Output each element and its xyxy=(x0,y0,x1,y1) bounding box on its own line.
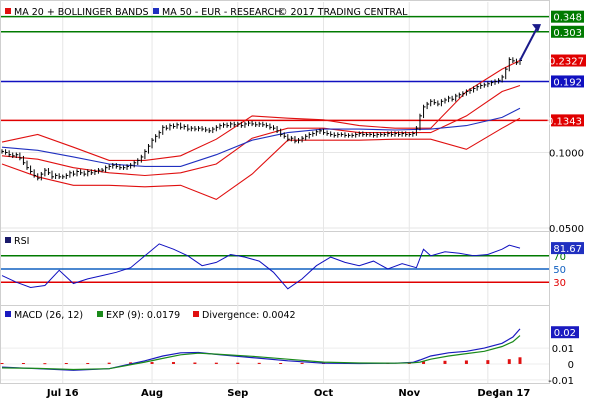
rsi-level-label: 50 xyxy=(553,265,566,276)
x-tick-label: Aug xyxy=(141,388,163,399)
level-badge xyxy=(551,10,584,23)
divergence-bar xyxy=(129,362,133,364)
level-label: 0.192 xyxy=(553,77,582,88)
price-series-band xyxy=(1,117,521,201)
x-tick-label: Nov xyxy=(398,388,420,399)
ma50-legend-swatch xyxy=(153,8,159,14)
rsi-level-label: 30 xyxy=(553,278,566,289)
x-tick-label: Jul 16 xyxy=(46,388,79,399)
level-badge xyxy=(551,25,584,38)
macd-legend: MACD (26, 12) EXP (9): 0.0179 Divergence… xyxy=(5,310,296,321)
ma20-legend-label: MA 20 + BOLLINGER BANDS xyxy=(14,7,149,18)
divergence-bar xyxy=(443,360,447,364)
rsi-legend-swatch xyxy=(5,237,11,243)
exp-line xyxy=(1,335,521,371)
divergence-bar xyxy=(236,362,240,364)
divergence-bar xyxy=(518,357,522,364)
divergence-bar xyxy=(193,362,197,364)
rsi-line xyxy=(1,243,521,290)
divergence-bar xyxy=(0,363,4,365)
divergence-bar xyxy=(279,363,283,365)
exp-legend-swatch xyxy=(97,311,103,317)
macd-value-badge xyxy=(551,326,579,339)
ma50-legend-label: MA 50 - EUR - RESEARCH xyxy=(162,7,281,18)
rsi-legend: RSI xyxy=(5,236,29,247)
price-series-ma50 xyxy=(1,107,521,167)
price-legend: MA 20 + BOLLINGER BANDS MA 50 - EUR - RE… xyxy=(5,7,408,18)
level-badge xyxy=(551,75,584,88)
ma20-legend-swatch xyxy=(5,8,11,14)
x-tick-label: Sep xyxy=(227,388,248,399)
macd-panel xyxy=(0,305,550,384)
divergence-bar xyxy=(21,363,25,365)
projection-arrowhead xyxy=(532,24,541,33)
divergence-bar xyxy=(464,360,468,364)
divergence-bar xyxy=(150,362,154,364)
price-y-tick: 0.1000 xyxy=(549,149,584,160)
projection-arrow xyxy=(519,25,539,61)
macd-legend-label: MACD (26, 12) xyxy=(14,310,83,321)
divergence-bar xyxy=(300,362,304,364)
last-price-badge xyxy=(551,54,586,67)
price-y-tick: 0.0500 xyxy=(549,224,584,235)
divergence-bar xyxy=(64,363,68,365)
level-label: 0.1343 xyxy=(547,116,582,127)
macd-legend-swatch xyxy=(5,311,11,317)
macd-y-tick: -0.01 xyxy=(548,376,574,387)
divergence-bar xyxy=(257,362,261,364)
divergence-legend-label: Divergence: 0.0042 xyxy=(202,310,296,321)
rsi-value-badge xyxy=(551,242,584,255)
divergence-bar xyxy=(86,363,90,365)
rsi-value-label: 81.67 xyxy=(553,244,582,255)
macd-y-tick: 0.01 xyxy=(552,344,574,355)
divergence-bar xyxy=(486,360,490,364)
macd-line xyxy=(1,328,521,371)
divergence-bar xyxy=(171,362,175,364)
copyright-label: © 2017 TRADING CENTRAL xyxy=(278,7,408,18)
exp-legend-label: EXP (9): 0.0179 xyxy=(106,310,180,321)
divergence-bar xyxy=(214,362,218,364)
divergence-bar xyxy=(107,362,111,364)
macd-value-label: 0.02 xyxy=(554,328,576,339)
divergence-bar xyxy=(422,361,426,364)
rsi-legend-label: RSI xyxy=(14,236,29,247)
x-tick-label: Oct xyxy=(314,388,333,399)
rsi-level-label: 70 xyxy=(553,252,566,263)
price-panel xyxy=(0,0,550,232)
price-series-band xyxy=(1,59,521,161)
last-price-label: 0.2327 xyxy=(549,57,584,68)
divergence-bar xyxy=(43,363,47,365)
level-label: 0.348 xyxy=(553,13,582,24)
divergence-bar xyxy=(507,359,511,364)
divergence-legend-swatch xyxy=(193,311,199,317)
level-badge xyxy=(551,114,584,127)
x-tick-label: Dec xyxy=(477,388,498,399)
macd-y-tick: 0 xyxy=(568,360,574,371)
level-label: 0.303 xyxy=(553,28,582,39)
x-tick-label: Jan 17 xyxy=(494,388,530,399)
